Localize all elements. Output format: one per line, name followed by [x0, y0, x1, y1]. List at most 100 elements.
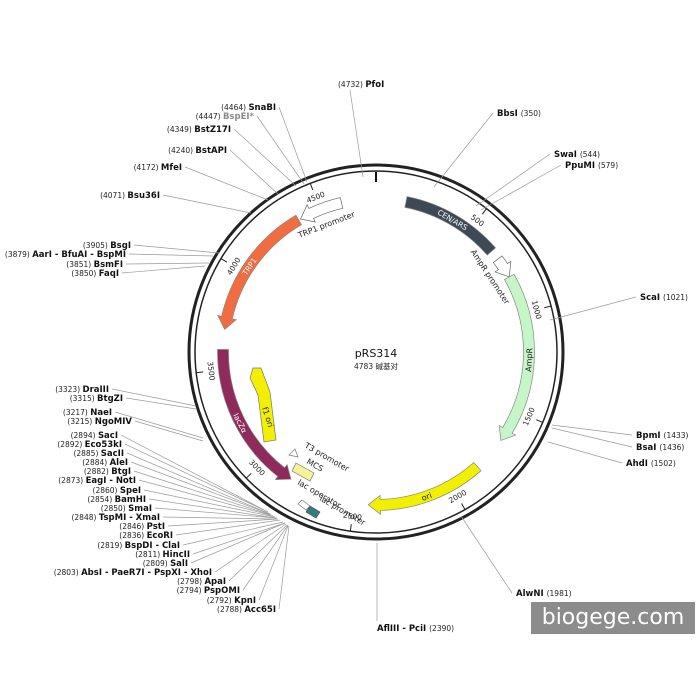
site-leader-line — [349, 89, 364, 178]
feature-arc-trp1-promoter — [299, 197, 344, 223]
site-position: (4464) — [221, 103, 248, 112]
site-bamhi[interactable]: (2854) BamHI — [87, 495, 277, 519]
site-name: MfeI — [161, 163, 182, 173]
site-name: BstZ17I — [194, 125, 231, 135]
site-eagi-noti[interactable]: (2873) EagI - NotI — [58, 476, 274, 517]
feature-ori[interactable]: ori — [367, 461, 482, 516]
site-name: AbsI - PaeR7I - PspXI - XhoI — [81, 568, 212, 578]
site-smai[interactable]: (2850) SmaI — [101, 504, 278, 519]
site-psti[interactable]: (2846) PstI — [119, 518, 279, 532]
site-ecori[interactable]: (2836) EcoRI — [119, 519, 281, 541]
site-position: (4172) — [134, 163, 161, 172]
site-swai[interactable]: SwaI (544) — [475, 150, 600, 207]
site-leader-line — [278, 525, 290, 610]
site-alwni[interactable]: AlwNI (1981) — [460, 515, 572, 599]
site-apai[interactable]: (2798) ApaI — [177, 524, 288, 587]
inner-feature-mcs[interactable]: MCS — [291, 457, 325, 482]
site-kpni[interactable]: (2792) KpnI — [207, 525, 289, 606]
site-leader-line — [125, 262, 210, 265]
site-faqi[interactable]: (3850) FaqI — [71, 265, 206, 279]
site-bpmi[interactable]: BpmI (1433) — [551, 424, 689, 441]
site-name: BsgI — [110, 241, 131, 251]
site-afliii-pcii[interactable]: AflIII - PciI (2390) — [376, 543, 454, 634]
site-bstapi[interactable]: (4240) BstAPI — [168, 146, 279, 195]
site-position: (2788) — [217, 605, 244, 614]
site-position: (2809) — [143, 559, 170, 568]
site-acc65i[interactable]: (2788) Acc65I — [217, 525, 290, 615]
site-tspmi-xmai[interactable]: (2848) TspMI - XmaI — [71, 513, 278, 523]
site-position: (544) — [580, 150, 600, 159]
site-leader-line — [130, 461, 271, 515]
site-position: (2894) — [71, 431, 98, 440]
site-bspdi-clai[interactable]: (2819) BspDI - ClaI — [97, 521, 284, 551]
site-position: (2803) — [54, 568, 81, 577]
site-name: BspEI* — [223, 112, 255, 122]
feature-trp1-promoter[interactable]: TRP1 promoter — [296, 197, 357, 241]
site-position: (3315) — [70, 394, 97, 403]
site-ahdi[interactable]: AhdI (1502) — [547, 441, 676, 469]
site-position: (579) — [598, 161, 618, 170]
site-name: BamHI — [115, 495, 146, 505]
site-naei[interactable]: (3217) NaeI — [63, 408, 204, 439]
site-leader-line — [547, 441, 623, 464]
site-label: BsaI (1436) — [636, 443, 684, 453]
site-label: (2809) SalI — [143, 559, 188, 569]
site-spei[interactable]: (2860) SpeI — [93, 486, 276, 518]
site-position: (3323) — [55, 385, 82, 394]
site-ppumi[interactable]: PpuMI (579) — [480, 161, 618, 211]
site-snabi[interactable]: (4464) SnaBI — [221, 103, 308, 183]
site-mfei[interactable]: (4172) MfeI — [134, 163, 269, 201]
site-pfoi[interactable]: (4732) PfoI — [338, 80, 384, 178]
site-name: PstI — [147, 522, 165, 532]
backbone-outer-ring — [187, 163, 565, 541]
site-hincii[interactable]: (2811) HincII — [135, 522, 286, 560]
site-bspei[interactable]: (4447) BspEI* — [196, 112, 305, 185]
site-leader-line — [154, 507, 278, 519]
site-label: SwaI (544) — [554, 150, 600, 160]
site-ngomiv[interactable]: (3215) NgoMIV — [67, 417, 204, 442]
site-leader-line — [214, 523, 287, 573]
site-name: AflIII - PciI — [377, 624, 429, 634]
site-leader-line — [175, 519, 281, 536]
site-position: (2860) — [93, 486, 120, 495]
site-sali[interactable]: (2809) SalI — [143, 522, 286, 569]
site-label: (4732) PfoI — [338, 80, 384, 90]
site-saci[interactable]: (2894) SacI — [71, 431, 269, 513]
tick-mark-3500 — [196, 371, 204, 374]
feature-label-laczalpha: lacZα — [231, 412, 249, 435]
site-bstz17i[interactable]: (4349) BstZ17I — [167, 125, 297, 187]
inner-feature-f1-ori[interactable]: f1 ori — [249, 367, 277, 443]
site-pspomi[interactable]: (2794) PspOMI — [177, 524, 289, 596]
site-position: (3215) — [67, 417, 94, 426]
site-scai[interactable]: ScaI (1021) — [549, 293, 688, 321]
site-alei[interactable]: (2884) AleI — [82, 458, 271, 515]
site-name: TspMI - XmaI — [99, 513, 160, 523]
feature-ampr-promoter[interactable]: AmpR promoter — [469, 248, 512, 307]
site-leader-line — [229, 149, 279, 195]
watermark: biogege.com — [531, 602, 695, 634]
site-leader-line — [121, 265, 206, 274]
site-label: (3851) BsmFI — [66, 260, 123, 270]
site-btgi[interactable]: (2882) BtgI — [84, 467, 272, 516]
site-btgzi[interactable]: (3315) BtgZI — [70, 394, 197, 410]
site-name: HincII — [163, 550, 190, 560]
site-bsu36i[interactable]: (4071) Bsu36I — [100, 191, 252, 214]
site-bsgi[interactable]: (3905) BsgI — [83, 241, 220, 254]
site-bsai[interactable]: BsaI (1436) — [551, 427, 684, 453]
site-absi-paer7i-pspxi-xhoi[interactable]: (2803) AbsI - PaeR7I - PspXI - XhoI — [54, 523, 287, 578]
site-draiii[interactable]: (3323) DraIII — [55, 385, 197, 407]
site-label: BpmI (1433) — [636, 431, 689, 441]
tick-mark-1000 — [544, 305, 552, 309]
site-eco53ki[interactable]: (2892) Eco53kI — [57, 440, 269, 513]
site-position: (2850) — [101, 504, 128, 513]
site-name: SnaBI — [248, 103, 276, 113]
site-name: BstAPI — [195, 146, 227, 156]
feature-ampr[interactable]: AmpR — [498, 273, 535, 441]
site-position: (3879) — [5, 250, 32, 259]
site-bsmfi[interactable]: (3851) BsmFI — [66, 260, 210, 270]
site-bbsi[interactable]: BbsI (350) — [433, 109, 541, 188]
backbone-inner-ring — [194, 170, 558, 534]
site-name: BpmI — [636, 431, 664, 441]
site-aari-bfuai-bspmi[interactable]: (3879) AarI - BfuAI - BspMI — [5, 250, 214, 260]
site-sacii[interactable]: (2885) SacII — [73, 449, 271, 515]
